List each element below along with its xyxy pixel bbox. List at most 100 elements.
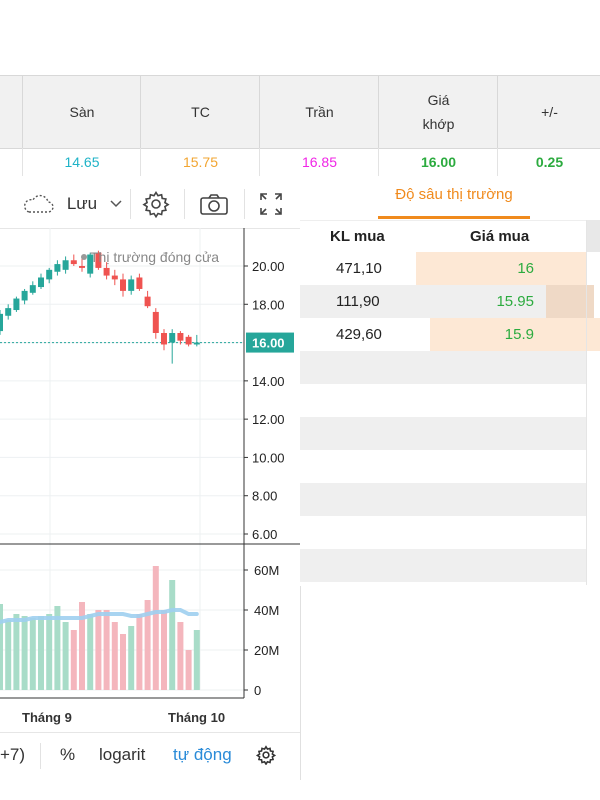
- candle-body: [111, 275, 118, 280]
- price-axis-label: 20.00: [252, 259, 285, 274]
- volume-ma-line: [0, 608, 199, 624]
- market-depth-panel: Độ sâu thị trường KL mua Giá mua 471,10 …: [300, 176, 600, 586]
- candle-body: [120, 279, 126, 291]
- chart-toolbar: Lưu: [0, 180, 300, 229]
- volume-bar: [111, 622, 118, 690]
- volume-axis-label: 20M: [254, 643, 279, 658]
- candle-body: [38, 277, 44, 288]
- volume-bar: [46, 614, 53, 690]
- column-header-bid-price: Giá mua: [470, 227, 530, 245]
- price-axis-label: 8.00: [252, 489, 277, 504]
- volume-bar: [128, 626, 135, 690]
- gear-icon[interactable]: [138, 180, 174, 228]
- candle-body: [103, 267, 110, 276]
- chevron-down-icon[interactable]: [106, 180, 126, 228]
- camera-icon[interactable]: [196, 180, 232, 228]
- time-axis-label: Tháng 10: [168, 710, 225, 725]
- price-axis-label: 10.00: [252, 450, 285, 465]
- candle-body: [193, 342, 200, 345]
- volume-bar: [79, 602, 85, 690]
- match-price-value: 16.00: [378, 148, 498, 176]
- bid-price: 16: [517, 260, 534, 277]
- volume-bar: [185, 650, 192, 690]
- candle-body: [87, 254, 94, 274]
- header-match-price-label: Giá khớp: [378, 76, 498, 148]
- empty-row: [300, 483, 586, 516]
- candle-body: [169, 333, 176, 343]
- depth-tabs: Độ sâu thị trường: [300, 176, 600, 221]
- volume-bar: [13, 614, 20, 690]
- change-value: 0.25: [497, 148, 600, 176]
- candle-body: [46, 269, 53, 280]
- price-axis-label: 6.00: [252, 527, 277, 542]
- empty-row: [300, 549, 586, 582]
- volume-bar: [70, 630, 77, 690]
- fullscreen-icon[interactable]: [254, 180, 288, 228]
- volume-bar: [21, 616, 28, 690]
- column-header-bid-volume: KL mua: [330, 227, 385, 245]
- candle-body: [62, 260, 69, 270]
- volume-bar: [120, 634, 126, 690]
- price-values-row: 14.65 15.75 16.85 16.00 0.25: [0, 148, 600, 176]
- bid-volume: 429,60: [336, 326, 382, 343]
- candle-body: [185, 336, 192, 345]
- bid-volume: 111,90: [336, 293, 380, 310]
- toolbar-divider: [130, 189, 131, 219]
- volume-bar: [193, 630, 200, 690]
- candle-body: [13, 298, 20, 311]
- candle-body: [95, 252, 102, 268]
- depth-row: 111,90 15.95: [300, 285, 594, 318]
- bid-price: 15.95: [496, 293, 534, 310]
- candle-body: [177, 333, 184, 341]
- candle-body: [70, 260, 77, 265]
- candle-body: [152, 311, 159, 333]
- volume-bar: [29, 618, 36, 690]
- reference-price-value: 15.75: [140, 148, 260, 176]
- depth-row: 471,10 16: [300, 252, 586, 285]
- candle-body: [144, 296, 151, 307]
- candle-body: [29, 285, 36, 293]
- candle-body: [161, 333, 167, 345]
- volume-bar: [54, 606, 61, 690]
- market-status-text: Thị trường đóng cửa: [90, 249, 219, 265]
- volume-bar: [169, 580, 176, 690]
- auto-scale-toggle[interactable]: tự động: [173, 745, 232, 764]
- price-chart[interactable]: 20.00 18.00 14.00 12.00 10.00 8.00 6.00 16.00 60…: [0, 228, 300, 732]
- header-change-label: +/-: [497, 76, 600, 148]
- candle-body: [0, 313, 3, 332]
- candle-body: [136, 277, 143, 289]
- toolbar-divider: [184, 189, 185, 219]
- header-floor-label: Sàn: [22, 76, 141, 148]
- current-price-label: 16.00: [252, 336, 285, 351]
- log-toggle[interactable]: logarit: [99, 745, 146, 764]
- depth-volume-bar: [430, 318, 600, 351]
- volume-bar: [62, 622, 69, 690]
- volume-bar: [87, 614, 94, 690]
- floor-price-value: 14.65: [22, 148, 141, 176]
- range-label[interactable]: +7): [0, 745, 26, 764]
- header-ceiling-label: Trần: [259, 76, 379, 148]
- volume-bar: [161, 610, 167, 690]
- cloud-icon[interactable]: [18, 180, 58, 228]
- gear-icon[interactable]: [255, 745, 277, 770]
- tab-market-depth[interactable]: Độ sâu thị trường: [395, 186, 513, 203]
- volume-bar: [144, 600, 151, 690]
- volume-bar: [0, 604, 3, 690]
- depth-volume-bar: [416, 252, 586, 285]
- active-tab-indicator: [378, 216, 530, 219]
- toolbar-divider: [244, 189, 245, 219]
- candle-body: [128, 279, 135, 291]
- empty-row: [300, 417, 586, 450]
- volume-bar: [136, 614, 143, 690]
- volume-axis-label: 60M: [254, 563, 279, 578]
- save-button[interactable]: Lưu: [66, 194, 98, 213]
- volume-bar: [177, 622, 184, 690]
- volume-bar: [152, 566, 159, 690]
- volume-bar: [38, 616, 44, 690]
- percent-toggle[interactable]: %: [60, 745, 76, 764]
- chart-bottom-bar: +7) % logarit tự động: [0, 732, 300, 779]
- header-reference-label: TC: [140, 76, 260, 148]
- volume-axis-label: 0: [254, 683, 261, 698]
- volume-axis-label: 40M: [254, 603, 279, 618]
- bottom-divider: [40, 743, 41, 769]
